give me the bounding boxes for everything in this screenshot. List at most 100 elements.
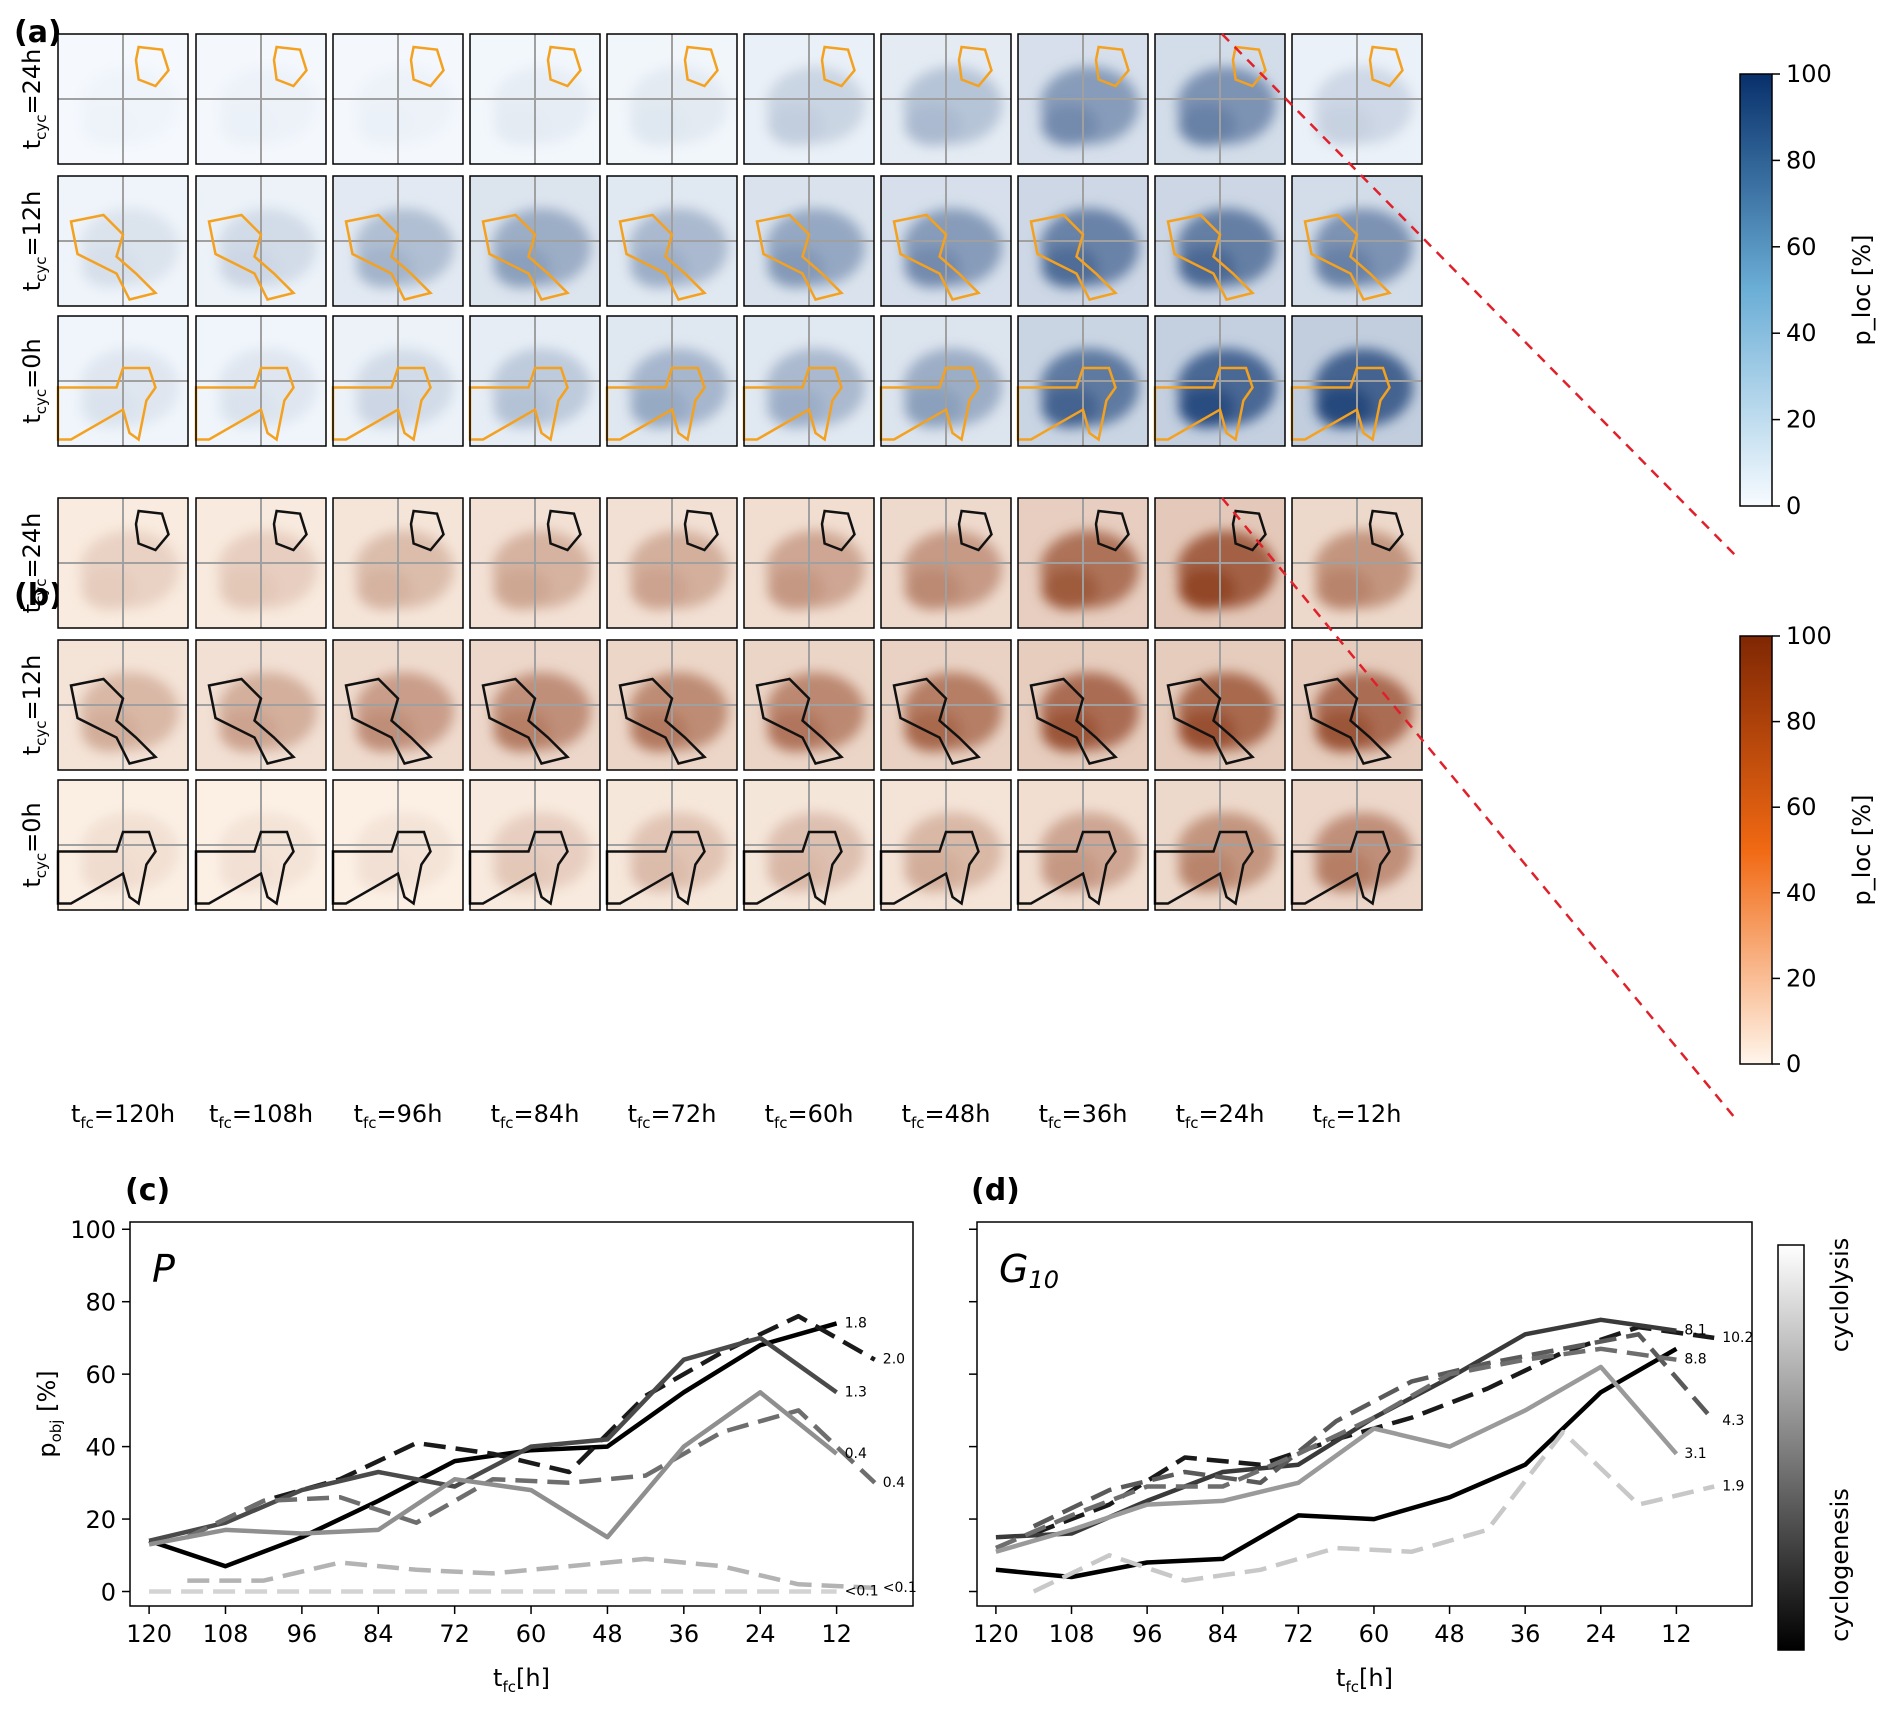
series-end-label: 8.8 <box>1684 1352 1706 1368</box>
probability-core <box>767 568 825 610</box>
object-contour <box>409 45 445 88</box>
map-cell <box>880 497 1012 629</box>
probability-core <box>356 104 414 146</box>
object-contour <box>1290 830 1391 906</box>
series-end-label: 0.4 <box>845 1446 867 1462</box>
x-tick-label: 12 <box>1661 1620 1692 1648</box>
panel-b-label: (b) <box>14 578 63 613</box>
object-contour <box>892 677 981 765</box>
object-contour <box>1166 677 1255 765</box>
probability-core <box>904 710 962 752</box>
y-tick-label: 20 <box>85 1506 116 1534</box>
map-cell <box>606 639 738 771</box>
map-frame <box>1017 315 1149 447</box>
panel-d-label: (d) <box>971 1173 1020 1208</box>
probability-core <box>630 246 688 288</box>
map-frame <box>606 779 738 911</box>
lead-time-diagonal <box>1221 497 1736 1119</box>
map-cell <box>1017 175 1149 307</box>
map-frame <box>57 315 189 447</box>
map-frame <box>606 497 738 629</box>
object-contour <box>1016 830 1117 906</box>
x-tick-label: 72 <box>439 1620 470 1648</box>
colorbar-tick-label: 60 <box>1786 233 1817 261</box>
map-frame <box>195 779 327 911</box>
map-frame <box>469 779 601 911</box>
object-contour <box>134 45 170 88</box>
object-contour <box>207 213 296 301</box>
map-frame <box>195 33 327 165</box>
map-cell <box>469 33 601 165</box>
series-end-label: 3.1 <box>1684 1446 1706 1462</box>
object-contour <box>879 830 980 906</box>
x-tick-label: 120 <box>126 1620 172 1648</box>
map-cell <box>56 779 189 911</box>
object-contour <box>957 509 993 552</box>
series-end-label: 1.8 <box>845 1315 867 1331</box>
map-cell <box>331 779 464 911</box>
colorbar-tick-label: 60 <box>1786 793 1817 821</box>
object-contour <box>1094 509 1130 552</box>
series-end-label: 10.2 <box>1722 1330 1753 1346</box>
object-contour <box>1303 213 1392 301</box>
object-contour <box>272 509 308 552</box>
plot-area <box>976 1221 1753 1607</box>
map-frame <box>1017 639 1149 771</box>
map-cell <box>332 175 464 307</box>
probability-core <box>81 104 139 146</box>
probability-core <box>1041 386 1099 428</box>
map-cell <box>606 497 738 629</box>
probability-core <box>219 104 277 146</box>
map-frame <box>743 175 875 307</box>
series-end-label: 1.3 <box>845 1384 867 1400</box>
series-end-label: 0.4 <box>883 1475 905 1491</box>
series-line <box>186 1313 876 1540</box>
series-end-label: <0.1 <box>845 1584 879 1600</box>
probability-core <box>219 710 277 752</box>
colorbar-d-gradient <box>1777 1244 1805 1651</box>
probability-core <box>767 104 825 146</box>
probability-core <box>767 850 825 892</box>
x-tick-label: 96 <box>1132 1620 1163 1648</box>
probability-core <box>1178 568 1236 610</box>
map-cell <box>469 175 601 307</box>
colorbar-a-label: p_loc [%] <box>1848 235 1876 346</box>
x-tick-label: 84 <box>1207 1620 1238 1648</box>
map-cell <box>1290 779 1423 911</box>
object-contour <box>546 45 582 88</box>
map-cell <box>469 497 601 629</box>
object-contour <box>683 45 719 88</box>
object-contour <box>344 677 433 765</box>
map-frame <box>469 315 601 447</box>
probability-core <box>1041 246 1099 288</box>
colorbar-a-gradient <box>1739 73 1773 507</box>
map-cell <box>1017 497 1149 629</box>
series-end-label: 4.3 <box>1722 1413 1744 1429</box>
panel-b-grid: tcyc=24h tcyc=12h tcyc=0h tfc=120h tfc=108h t… <box>18 497 1736 1132</box>
map-frame <box>1154 639 1286 771</box>
column-label: tfc=24h <box>1176 1100 1265 1132</box>
panel-a-grid: tcyc=24htcyc=12htcyc=0htfc=120htfc=108ht… <box>18 33 1736 556</box>
map-frame <box>606 315 738 447</box>
map-cell <box>880 175 1012 307</box>
probability-core <box>1315 104 1373 146</box>
y-tick-label: 40 <box>85 1434 116 1462</box>
row-label: tcyc=12h <box>18 191 50 292</box>
object-contour <box>409 509 445 552</box>
map-cell <box>606 175 738 307</box>
y-tick-label: 80 <box>85 1289 116 1317</box>
map-frame <box>57 779 189 911</box>
series-end-label: 2.0 <box>883 1352 905 1368</box>
probability-core <box>904 246 962 288</box>
x-tick-label: 48 <box>592 1620 623 1648</box>
map-cell <box>1017 33 1149 165</box>
object-contour <box>331 366 432 442</box>
colorbar-tick-label: 0 <box>1786 1050 1801 1078</box>
map-cell <box>742 779 875 911</box>
object-contour <box>1231 45 1267 88</box>
map-cell <box>879 315 1012 447</box>
map-cell <box>195 175 327 307</box>
column-label: tfc=48h <box>902 1100 991 1132</box>
object-contour <box>1368 45 1404 88</box>
